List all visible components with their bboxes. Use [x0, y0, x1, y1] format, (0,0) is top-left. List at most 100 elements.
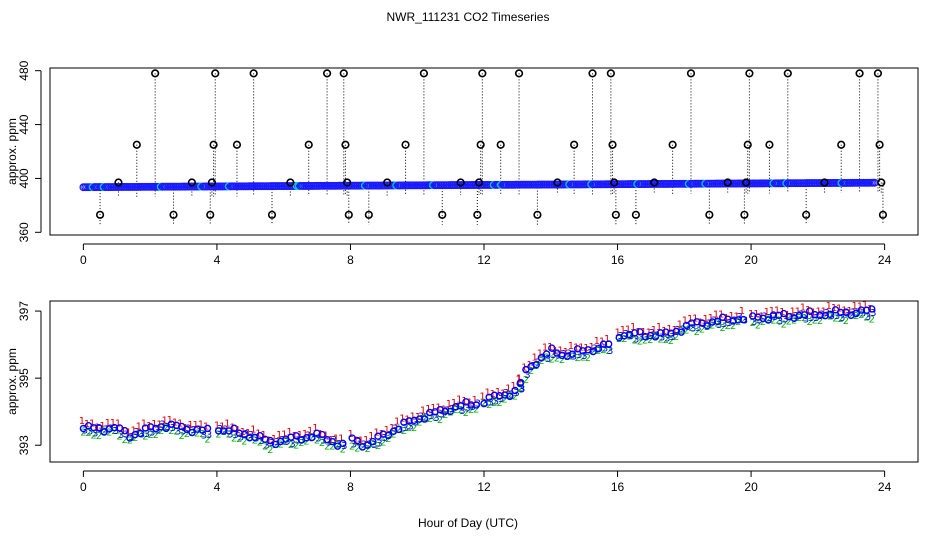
top-spike-point — [837, 140, 846, 149]
bottom-series-3-point: 3 — [834, 311, 840, 322]
bottom-series-3-point: 3 — [258, 436, 264, 447]
top-spike-point — [478, 69, 487, 78]
bottom-mean-point — [795, 311, 804, 320]
top-spike-point — [286, 178, 295, 187]
bottom-series-1-point: 1 — [526, 360, 532, 371]
bottom-series-2-point: 2 — [863, 312, 869, 323]
bottom-mean-point — [214, 427, 223, 435]
bottom-series-2-point: 2 — [585, 353, 591, 364]
bottom-series-2-point: 2 — [329, 442, 335, 453]
top-spike-point — [514, 69, 524, 78]
bottom-mean-point — [800, 311, 809, 319]
bottom-series-1-point: 1 — [516, 373, 522, 384]
top-spike-point — [383, 178, 392, 187]
bottom-series-2-point: 2 — [699, 324, 705, 335]
top-spike-point — [132, 140, 141, 149]
bottom-mean-point — [739, 315, 748, 324]
bottom-series-2-point: 2 — [626, 331, 632, 342]
bottom-series-2-point: 2 — [740, 315, 746, 326]
top-spike-point — [151, 69, 160, 78]
bottom-series-1-point: 1 — [846, 306, 852, 317]
bottom-series-2-point: 2 — [106, 428, 112, 439]
bottom-series-2-point: 2 — [179, 431, 185, 442]
bottom-mean-point — [256, 432, 264, 440]
bottom-series-3-point: 3 — [331, 435, 337, 446]
bottom-series-2-point: 2 — [775, 315, 781, 326]
bottom-mean-point — [490, 391, 499, 399]
bottom-series-3-point: 3 — [356, 437, 362, 448]
bottom-series-1-point: 1 — [800, 303, 806, 314]
bottom-mean-point — [426, 408, 434, 417]
bottom-series-1-point: 1 — [784, 310, 790, 321]
bottom-series-3-point: 3 — [289, 439, 295, 450]
bottom-series-3-point: 3 — [503, 388, 509, 399]
bottom-series-2-point: 2 — [158, 426, 164, 437]
bottom-series-3-point: 3 — [803, 314, 809, 325]
bottom-mean-point — [537, 354, 546, 362]
bottom-series-3-point: 3 — [123, 429, 129, 440]
bottom-series-2-point: 2 — [843, 316, 849, 327]
bottom-series-1-point: 1 — [739, 306, 745, 317]
bottom-series-2-point: 2 — [621, 334, 627, 345]
bottom-series-1-point: 1 — [182, 423, 188, 434]
top-spike-point — [95, 210, 105, 219]
bottom-mean-point — [495, 392, 504, 400]
bottom-mean-point — [353, 436, 362, 445]
bottom-series-2-point: 2 — [427, 414, 433, 425]
bottom-series-3-point: 3 — [545, 354, 551, 365]
bottom-series-1-point: 1 — [120, 426, 126, 437]
bottom-series-3-point: 3 — [659, 332, 665, 343]
bottom-series-2-point: 2 — [838, 314, 844, 325]
top-x-tick-label: 8 — [347, 253, 354, 267]
bottom-series-1-point: 1 — [505, 383, 511, 394]
bottom-series-3-point: 3 — [433, 413, 439, 424]
top-panel-marks — [79, 69, 888, 225]
bottom-series-2-point: 2 — [132, 433, 138, 444]
bottom-series-1-point: 1 — [472, 395, 478, 406]
bottom-series-2-point: 2 — [226, 429, 232, 440]
bottom-series-1-point: 1 — [713, 310, 719, 321]
bottom-series-3-point: 3 — [482, 398, 488, 409]
bottom-series-3-point: 3 — [813, 313, 819, 324]
bottom-series-2-point: 2 — [184, 429, 190, 440]
bottom-series-3-point: 3 — [300, 435, 306, 446]
bottom-series-1-point: 1 — [484, 387, 490, 398]
bottom-series-1-point: 1 — [255, 428, 261, 439]
bottom-series-3-point: 3 — [761, 311, 767, 322]
bottom-series-1-point: 1 — [821, 306, 827, 317]
bottom-series-3-point: 3 — [638, 332, 644, 343]
bottom-series-1-point: 1 — [156, 420, 162, 431]
bottom-series-2-point: 2 — [750, 318, 756, 329]
bottom-x-tick-label: 8 — [347, 480, 354, 494]
bottom-mean-point — [868, 305, 876, 313]
bottom-series-2-point: 2 — [293, 441, 299, 452]
top-spike-point — [476, 140, 485, 149]
bottom-mean-point — [395, 425, 403, 434]
bottom-mean-point — [339, 439, 347, 448]
bottom-series-3-point: 3 — [524, 370, 530, 381]
bottom-series-2-point: 2 — [437, 415, 443, 426]
bottom-series-2-point: 2 — [147, 430, 153, 441]
bottom-mean-point — [308, 433, 316, 442]
bottom-series-1-point: 1 — [521, 363, 527, 374]
bottom-mean-point — [837, 308, 845, 317]
bottom-series-3-point: 3 — [402, 423, 408, 434]
bottom-mean-point — [857, 306, 866, 314]
bottom-series-1-point: 1 — [748, 309, 754, 320]
bottom-series-1-point: 1 — [728, 311, 734, 322]
bottom-series-1-point: 1 — [373, 427, 379, 438]
bottom-series-1-point: 1 — [826, 301, 832, 312]
bottom-x-tick-label: 20 — [744, 480, 758, 494]
bottom-series-3-point: 3 — [438, 410, 444, 421]
top-spike-point — [686, 69, 696, 78]
bottom-series-3-point: 3 — [407, 422, 413, 433]
bottom-series-1-point: 1 — [532, 353, 538, 364]
bottom-mean-point — [369, 437, 377, 446]
bottom-series-1-point: 1 — [479, 391, 485, 402]
bottom-series-1-point: 1 — [105, 418, 111, 429]
bottom-series-3-point: 3 — [185, 424, 191, 435]
bottom-series-1-point: 1 — [651, 325, 657, 336]
bottom-series-2-point: 2 — [163, 422, 169, 433]
top-spike-point — [344, 210, 353, 219]
top-spike-point — [611, 210, 620, 219]
